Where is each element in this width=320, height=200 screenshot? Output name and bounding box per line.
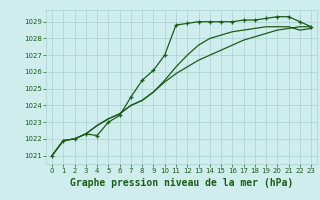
X-axis label: Graphe pression niveau de la mer (hPa): Graphe pression niveau de la mer (hPa) (70, 178, 293, 188)
